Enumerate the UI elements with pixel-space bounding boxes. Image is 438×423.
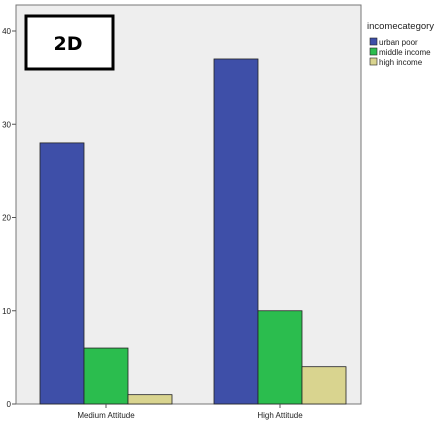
bar-middle-income-high-attitude xyxy=(257,310,303,405)
y-tick-label: 20 xyxy=(2,214,11,223)
y-tick-label: 10 xyxy=(2,307,11,316)
legend-label: high income xyxy=(379,58,423,67)
bar-urban-poor-medium-attitude xyxy=(39,142,85,405)
legend-label: middle income xyxy=(379,48,431,57)
x-category-label: Medium Attitude xyxy=(77,411,135,420)
y-tick-label: 0 xyxy=(7,400,12,409)
bar-urban-poor-high-attitude xyxy=(213,58,259,405)
legend-title: incomecategory xyxy=(367,21,434,32)
legend-swatch xyxy=(369,47,378,56)
bar-high-income-high-attitude xyxy=(301,366,347,405)
x-category-label: High Attitude xyxy=(257,411,303,420)
panel-label-box: 2D xyxy=(24,14,115,71)
bar-high-income-medium-attitude xyxy=(127,394,173,405)
x-axis: Medium Attitude High Attitude xyxy=(77,404,303,420)
y-axis: 0 10 20 30 40 xyxy=(2,27,16,409)
bar-middle-income-medium-attitude xyxy=(83,347,129,405)
legend-swatch xyxy=(369,57,378,66)
y-tick-label: 30 xyxy=(2,120,11,129)
bars-group xyxy=(39,58,347,405)
y-tick-label: 40 xyxy=(2,27,11,36)
legend-swatch xyxy=(369,37,378,46)
panel-label: 2D xyxy=(54,33,83,55)
legend-label: urban poor xyxy=(379,38,418,47)
